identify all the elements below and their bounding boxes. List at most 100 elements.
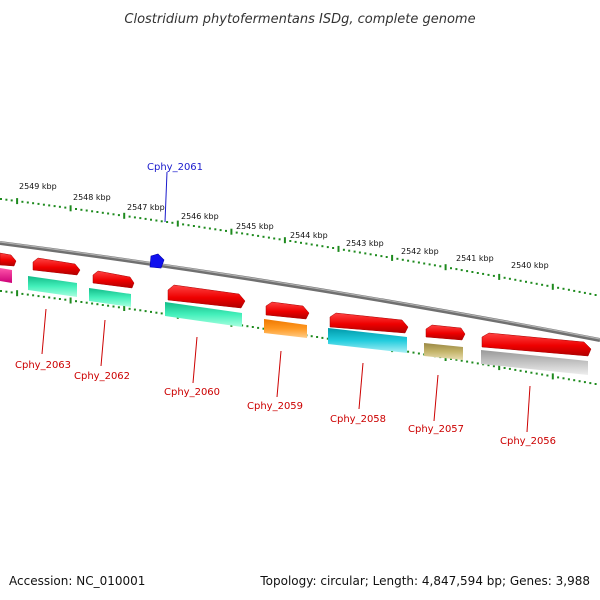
minor-tick <box>26 201 29 204</box>
scale-label: 2543 kbp <box>346 239 384 248</box>
gene-arrow[interactable] <box>32 257 81 276</box>
minor-tick <box>401 258 404 261</box>
minor-tick <box>21 292 24 295</box>
cog-bar <box>89 288 131 307</box>
minor-tick <box>37 202 40 205</box>
minor-tick <box>396 257 399 260</box>
gene-arrow[interactable] <box>265 301 310 320</box>
genome-backbone-highlight <box>0 241 600 340</box>
leader-line <box>358 362 364 410</box>
gene-arrow[interactable] <box>425 324 466 341</box>
scale-label: 2541 kbp <box>456 254 494 263</box>
gene-label-cphy-2058[interactable]: Cphy_2058 <box>330 414 386 425</box>
minor-tick <box>267 236 270 239</box>
minor-tick <box>58 205 61 208</box>
minor-tick <box>214 228 217 231</box>
major-tick <box>176 220 179 227</box>
minor-tick <box>310 335 313 338</box>
minor-tick <box>128 307 131 310</box>
minor-tick <box>85 209 88 212</box>
gene-label-cphy-2062[interactable]: Cphy_2062 <box>74 371 130 382</box>
minor-tick <box>10 291 13 294</box>
minor-tick <box>48 296 51 299</box>
minor-tick <box>150 218 152 221</box>
minor-tick <box>241 232 244 235</box>
minor-tick <box>567 378 570 381</box>
minor-tick <box>219 229 222 232</box>
minor-tick <box>385 256 388 258</box>
minor-tick <box>262 235 265 238</box>
minor-tick <box>262 327 265 330</box>
minor-tick <box>482 363 485 366</box>
gene-labels: Cphy_2061 Cphy_2063 Cphy_2062 Cphy_2060 … <box>15 162 556 447</box>
minor-tick <box>235 231 238 234</box>
minor-tick <box>203 226 206 229</box>
minor-tick <box>251 234 254 237</box>
minor-tick <box>594 383 597 385</box>
gene-label-cphy-2060[interactable]: Cphy_2060 <box>164 387 220 398</box>
minor-tick <box>589 382 592 385</box>
minor-tick <box>482 272 485 275</box>
minor-tick <box>75 208 77 210</box>
minor-tick <box>225 229 227 232</box>
minor-tick <box>353 250 356 253</box>
major-tick <box>16 290 19 297</box>
minor-tick <box>32 294 35 297</box>
minor-tick <box>160 312 163 315</box>
leader-line <box>41 308 47 355</box>
minor-tick <box>26 293 29 296</box>
major-tick <box>123 305 126 311</box>
major-tick <box>69 205 72 212</box>
minor-tick <box>417 261 420 264</box>
cog-bar <box>0 268 12 283</box>
minor-tick <box>155 219 158 222</box>
minor-tick <box>508 277 511 280</box>
scale-labels: 2549 kbp 2548 kbp 2547 kbp 2546 kbp 2545… <box>19 182 549 270</box>
major-tick <box>391 254 394 261</box>
minor-tick <box>450 267 452 270</box>
minor-tick <box>278 238 281 241</box>
minor-tick <box>508 367 511 370</box>
cog-bar <box>264 319 307 338</box>
gene-label-cphy-2056[interactable]: Cphy_2056 <box>500 436 556 447</box>
major-tick <box>230 228 233 235</box>
scale-label: 2540 kbp <box>511 261 549 270</box>
minor-tick <box>80 301 83 303</box>
gene-arrow[interactable] <box>167 284 246 309</box>
minor-tick <box>32 202 35 205</box>
scale-label: 2549 kbp <box>19 182 57 191</box>
minor-tick <box>192 225 195 227</box>
minor-tick <box>160 220 163 223</box>
minor-tick <box>487 364 490 367</box>
minor-tick <box>101 211 104 214</box>
minor-tick <box>541 373 544 376</box>
minor-tick <box>433 264 436 267</box>
minor-tick <box>535 282 538 285</box>
major-tick <box>551 373 554 380</box>
minor-tick <box>112 305 115 308</box>
gene-arrow[interactable] <box>481 332 592 357</box>
gene-arrow[interactable] <box>329 312 409 334</box>
gene-arrow[interactable] <box>92 270 135 289</box>
minor-tick <box>535 372 538 375</box>
gene-label-cphy-2057[interactable]: Cphy_2057 <box>408 424 464 435</box>
cog-bar <box>481 350 588 375</box>
blue-feature-marker[interactable] <box>149 253 165 269</box>
minor-tick <box>583 291 586 294</box>
gene-features <box>0 252 592 357</box>
gene-label-cphy-2059[interactable]: Cphy_2059 <box>247 401 303 412</box>
gene-arrow[interactable] <box>0 252 17 267</box>
minor-tick <box>273 237 276 240</box>
minor-tick <box>133 308 136 311</box>
minor-tick <box>96 211 99 213</box>
gene-label-cphy-2061[interactable]: Cphy_2061 <box>147 162 203 173</box>
minor-tick <box>289 240 292 242</box>
gene-label-cphy-2063[interactable]: Cphy_2063 <box>15 360 71 371</box>
cog-bar <box>165 302 242 327</box>
minor-tick <box>412 351 415 354</box>
minor-tick <box>53 297 56 300</box>
minor-tick <box>525 280 527 283</box>
minor-tick <box>257 234 260 237</box>
scale-track-top <box>0 198 597 296</box>
